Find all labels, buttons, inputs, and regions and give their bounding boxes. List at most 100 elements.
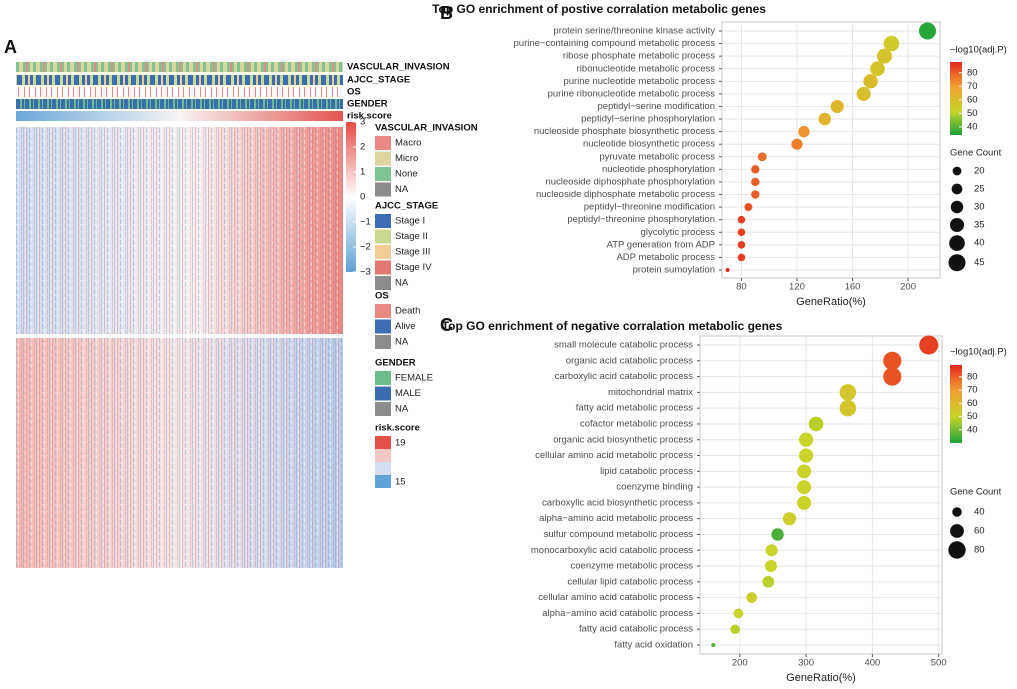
dot	[733, 608, 744, 619]
y-tick-label: organic acid catabolic process	[566, 355, 694, 366]
legend-label: Stage IV	[395, 262, 432, 273]
colorbar-label: 2	[360, 142, 365, 153]
size-label: 60	[974, 526, 985, 537]
legend-swatch	[375, 182, 391, 197]
legend-swatch	[375, 475, 391, 488]
y-tick-label: protein serine/threonine kinase activity	[553, 26, 715, 37]
y-tick-label: cofactor metabolic process	[580, 418, 693, 429]
x-tick-label: 500	[931, 658, 947, 669]
legend-label: 19	[395, 438, 406, 449]
track-label: VASCULAR_INVASION	[347, 62, 450, 73]
legend-label: 15	[395, 477, 406, 488]
y-tick-label: mitochondrial matrix	[608, 387, 693, 398]
size-key	[952, 166, 962, 176]
legend-label: NA	[395, 404, 409, 415]
legend-swatch	[375, 462, 391, 475]
y-tick-label: carboxylic acid biosynthetic process	[542, 497, 693, 508]
colorbar-label: 70	[967, 81, 978, 92]
annotation-track	[16, 62, 343, 72]
legend-label: Stage II	[395, 231, 428, 242]
dot	[883, 35, 900, 52]
y-tick-label: fatty acid metabolic process	[576, 403, 693, 414]
y-tick-label: nucleotide phosphorylation	[602, 164, 715, 175]
dot	[919, 335, 939, 355]
y-tick-label: purine−containing compound metabolic pro…	[514, 38, 716, 49]
dot	[791, 138, 803, 150]
x-tick-label: 200	[900, 282, 916, 293]
y-tick-label: coenzyme binding	[616, 482, 693, 493]
colorbar	[346, 122, 356, 272]
y-tick-label: peptidyl−serine phosphorylation	[581, 114, 715, 125]
legend-label: Micro	[395, 153, 418, 164]
size-key	[950, 524, 964, 538]
dot	[762, 575, 775, 588]
track-label: GENDER	[347, 99, 388, 110]
y-tick-label: alpha−amino acid catabolic process	[542, 608, 693, 619]
legend-title: OS	[375, 291, 389, 302]
dot	[751, 165, 760, 174]
size-label: 40	[974, 507, 985, 518]
size-key	[948, 254, 966, 272]
y-tick-label: purine nucleotide metabolic process	[563, 76, 715, 87]
y-tick-label: fatty acid catabolic process	[579, 624, 693, 635]
dot	[883, 351, 902, 370]
colorbar-label: 0	[360, 192, 365, 203]
dot	[808, 416, 824, 432]
size-key	[948, 541, 966, 559]
plot-area	[721, 21, 941, 279]
legend-title: −log10(adj.P)	[950, 347, 1007, 358]
legend-swatch	[375, 260, 391, 275]
y-tick-label: peptidyl−threonine phosphorylation	[567, 214, 715, 225]
legend-swatch	[375, 371, 391, 385]
size-key	[951, 183, 963, 195]
legend-title: Gene Count	[950, 487, 1002, 498]
legend-swatch	[375, 449, 391, 462]
dot	[818, 112, 831, 126]
x-tick-label: 120	[789, 282, 805, 293]
track-label: risk.score	[347, 111, 392, 122]
size-label: 45	[974, 257, 985, 268]
legend-title: VASCULAR_INVASION	[375, 123, 478, 134]
dot	[751, 177, 760, 187]
size-key	[949, 235, 965, 251]
y-tick-label: nucleoside diphosphate phosphorylation	[545, 176, 715, 187]
plot-area	[699, 335, 943, 655]
colorbar-label: −3	[360, 267, 371, 278]
legend-title: risk.score	[375, 423, 420, 434]
track-label: OS	[347, 87, 361, 98]
dot	[876, 48, 892, 64]
y-tick-label: ribose phosphate metabolic process	[563, 51, 715, 62]
chart-title: Top GO enrichment of postive corralation…	[432, 2, 766, 16]
y-tick-label: small molecule catabolic process	[554, 340, 693, 351]
legend-label: Macro	[395, 138, 421, 149]
size-label: 35	[974, 220, 985, 231]
y-tick-label: nucleoside phosphate biosynthetic proces…	[534, 126, 715, 137]
size-label: 25	[974, 184, 985, 195]
y-tick-label: ATP generation from ADP	[607, 239, 715, 250]
colorbar-label: 40	[967, 424, 978, 435]
y-tick-label: ribonucleotide metabolic process	[577, 63, 716, 74]
dot	[856, 86, 871, 101]
panel-label: A	[4, 37, 17, 57]
legend-swatch	[375, 229, 391, 244]
legend-label: None	[395, 169, 418, 180]
legend-swatch	[375, 276, 391, 290]
colorbar-label: 50	[967, 108, 978, 119]
x-axis-label: GeneRatio(%)	[786, 672, 856, 684]
legend-label: Death	[395, 306, 420, 317]
dot	[725, 268, 730, 272]
size-key	[950, 200, 964, 214]
legend-label: NA	[395, 278, 409, 289]
dot	[737, 241, 746, 249]
size-label: 40	[974, 238, 985, 249]
x-tick-label: 80	[736, 282, 747, 293]
colorbar-label: 60	[967, 94, 978, 105]
colorbar-label: 40	[967, 121, 978, 132]
legend-title: Gene Count	[950, 148, 1002, 159]
dot	[711, 643, 716, 647]
dot	[830, 99, 844, 114]
dot	[798, 448, 814, 463]
dot	[737, 253, 746, 262]
colorbar-label: 60	[967, 398, 978, 409]
y-tick-label: organic acid biosynthetic process	[553, 434, 693, 445]
